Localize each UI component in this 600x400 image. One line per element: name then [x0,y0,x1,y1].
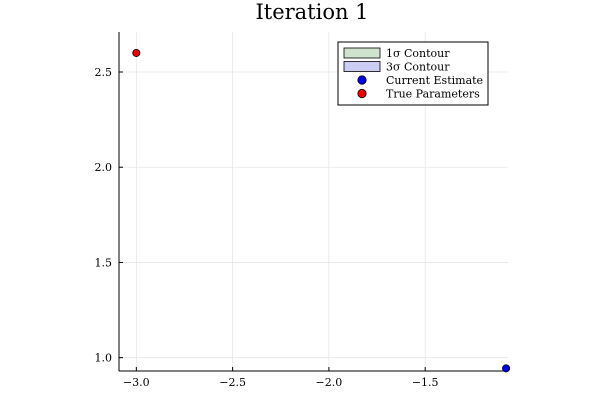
legend-label: Current Estimate [386,74,483,87]
tick-labels: −3.0 −2.5 −2.0 −1.5 1.0 1.5 2.0 2.5 [95,66,439,389]
legend-marker [357,75,367,85]
current-estimate-point [502,364,511,373]
y-tick-label: 2.5 [95,66,113,79]
data-points [132,48,511,373]
legend-swatch [343,47,381,59]
x-tick-label: −3.0 [123,376,150,389]
y-tick-label: 1.0 [95,352,113,365]
x-tick-label: −1.5 [412,376,439,389]
legend-label: 1σ Contour [386,47,450,60]
legend-marker [357,88,367,99]
axes [118,32,508,372]
chart-title: Iteration 1 [255,0,368,24]
x-tick-label: −2.0 [316,376,343,389]
x-tick-label: −2.5 [219,376,246,389]
y-tick-label: 2.0 [95,161,113,174]
legend-swatch [343,61,381,72]
y-tick-label: 1.5 [95,256,113,269]
true-parameters-point [132,48,141,57]
legend-label: True Parameters [386,88,480,101]
legend-label: 3σ Contour [386,61,450,74]
